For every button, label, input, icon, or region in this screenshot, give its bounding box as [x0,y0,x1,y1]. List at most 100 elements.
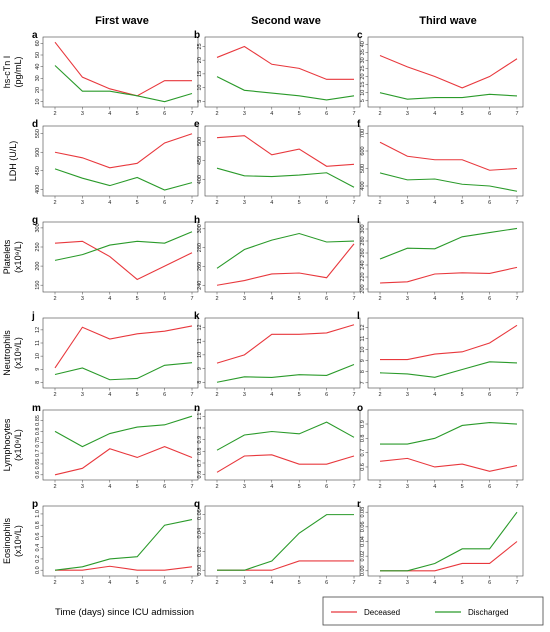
y-tick-label: 1 [197,426,203,429]
x-tick-label: 2 [53,484,56,490]
panel-frame [204,221,361,293]
x-tick-label: 2 [53,392,56,398]
y-tick-label: 220 [360,272,366,281]
x-tick-label: 6 [488,111,491,117]
x-tick-label: 7 [352,296,355,302]
x-tick-label: 2 [378,200,381,206]
x-tick-label: 2 [215,296,218,302]
x-tick-label: 5 [461,200,464,206]
x-tick-label: 5 [136,200,139,206]
y-tick-label: 1.1 [197,413,203,421]
series-line-deceased [216,243,355,286]
series-line-deceased [380,324,518,361]
y-tick-label: 500 [35,148,41,157]
y-tick-label: 7 [360,381,366,384]
panel-j: j 8 9 10 11 12 2 3 4 5 6 7 [31,311,199,398]
x-tick-label: 4 [433,296,436,302]
x-tick-label: 4 [108,111,111,117]
y-tick-label: 11 [360,336,366,342]
series-line-deceased [379,457,518,472]
x-tick-label: 2 [378,111,381,117]
x-tick-label: 6 [325,296,328,302]
y-tick-label: 0.00 [360,565,366,576]
row-label-line: hs-cTn I [2,56,12,89]
panel-frame [42,317,199,389]
panel-b: b 5 10 15 20 25 2 3 4 5 6 7 [194,30,361,117]
x-tick-label: 4 [270,296,273,302]
panel-o: o 0.6 0.7 0.8 0.9 2 3 4 5 6 7 [357,403,524,490]
x-tick-label: 6 [163,392,166,398]
panel-letter: b [194,30,200,41]
panel-d: d 400 450 500 550 2 3 4 5 6 7 [32,119,199,206]
series-line-discharged [216,363,355,383]
y-tick-label: 0.6 [360,463,366,471]
x-tick-label: 3 [81,484,84,490]
y-tick-label: 5 [360,99,366,102]
series-line-discharged [216,167,355,188]
x-tick-label: 5 [461,580,464,586]
x-tick-label: 2 [53,580,56,586]
x-tick-label: 3 [243,296,246,302]
x-tick-label: 7 [515,111,518,117]
panel-i: i 200 220 240 260 280 300 2 3 4 5 6 7 [357,215,524,302]
x-tick-label: 5 [136,580,139,586]
series-line-deceased [54,133,193,169]
y-tick-label: 0.8 [197,448,203,456]
x-tick-label: 7 [190,200,193,206]
x-tick-label: 6 [163,580,166,586]
y-tick-label: 0.7 [360,449,366,457]
x-tick-label: 4 [108,580,111,586]
panel-r: r 0.00 0.02 0.04 0.06 0.08 2 3 4 5 6 7 [357,499,524,586]
x-tick-label: 3 [406,200,409,206]
series-line-discharged [380,511,518,572]
series-line-deceased [379,141,518,171]
panel-letter: r [357,499,361,510]
panel-frame [367,221,524,293]
y-tick-label: 0.00 [197,565,203,576]
x-tick-label: 2 [53,111,56,117]
y-tick-label: 400 [35,185,41,194]
y-tick-label: 0.65 [35,459,41,470]
y-tick-label: 12 [197,324,203,330]
y-tick-label: 8 [360,370,366,373]
series-line-discharged [216,76,355,101]
x-tick-label: 6 [163,111,166,117]
y-tick-label: 10 [197,85,203,91]
x-tick-label: 5 [298,200,301,206]
panel-letter: p [32,499,38,510]
x-tick-label: 5 [298,484,301,490]
y-tick-label: 400 [197,175,203,184]
x-tick-label: 2 [378,296,381,302]
x-tick-label: 6 [488,200,491,206]
x-tick-label: 4 [108,484,111,490]
panel-frame [367,505,524,577]
column-header-second-wave: Second wave [251,15,321,27]
x-tick-label: 6 [325,111,328,117]
series-line-discharged [217,514,354,571]
y-tick-label: 40 [35,64,41,70]
legend-box [322,596,544,626]
y-tick-label: 0.7 [35,449,41,457]
panel-frame [204,125,361,197]
panel-frame [204,409,361,481]
y-tick-label: 25 [197,43,203,49]
y-tick-label: 500 [360,164,366,173]
panel-frame [204,505,361,577]
x-tick-label: 2 [53,296,56,302]
x-tick-label: 4 [270,111,273,117]
x-tick-label: 3 [406,392,409,398]
y-tick-label: 0.6 [35,471,41,479]
series-line-discharged [54,415,193,448]
y-tick-label: 9 [197,367,203,370]
x-tick-label: 7 [190,392,193,398]
y-tick-label: 550 [35,129,41,138]
x-tick-label: 7 [352,484,355,490]
x-tick-label: 5 [461,484,464,490]
y-tick-label: 10 [35,99,41,105]
x-tick-label: 3 [81,111,84,117]
y-tick-label: 260 [360,248,366,257]
x-tick-label: 4 [270,200,273,206]
y-tick-label: 5 [197,100,203,103]
x-tick-label: 7 [190,484,193,490]
